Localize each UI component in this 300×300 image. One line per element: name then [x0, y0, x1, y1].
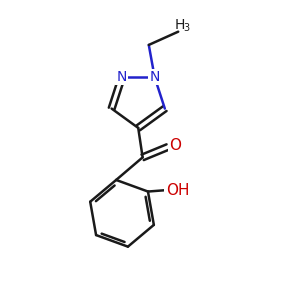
Text: H: H — [175, 18, 185, 32]
Text: O: O — [169, 138, 181, 153]
Text: N: N — [117, 70, 127, 84]
Text: 3: 3 — [183, 23, 189, 33]
Text: N: N — [149, 70, 160, 84]
Text: OH: OH — [166, 183, 189, 198]
